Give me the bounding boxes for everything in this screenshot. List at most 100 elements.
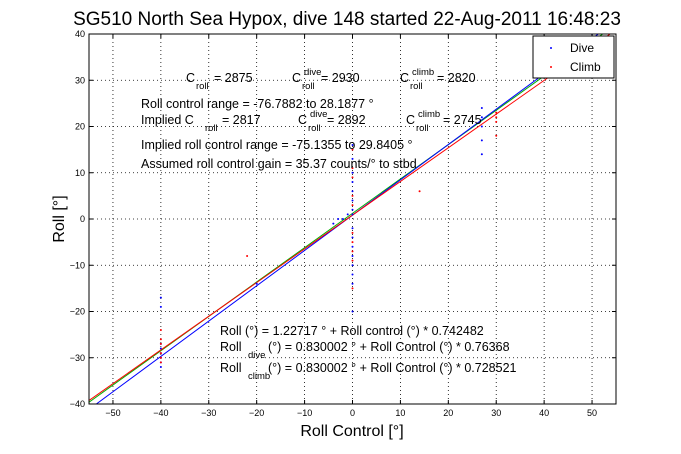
x-tick-label: −50 — [105, 408, 120, 418]
data-point-dive — [480, 139, 483, 142]
annotation-implied-c-climb-base: C — [406, 113, 415, 127]
x-tick-label: −40 — [153, 408, 168, 418]
data-point-dive — [351, 245, 354, 248]
annotation-c-climb-sub: roll — [410, 81, 423, 92]
annotation-implied-c-dive-sup: dive — [310, 109, 327, 120]
y-tick-label: −40 — [70, 399, 85, 409]
data-point-climb — [351, 250, 354, 253]
data-point-dive — [480, 116, 483, 119]
x-tick-label: 10 — [395, 408, 405, 418]
annotation-c-dive-sub: roll — [302, 81, 315, 92]
data-point-climb — [159, 338, 162, 341]
annotation-implied-c-climb-sup: climb — [418, 109, 440, 120]
annotation-c-roll-value: = 2875 — [214, 71, 253, 85]
data-point-dive — [351, 273, 354, 276]
y-tick-label: −20 — [70, 307, 85, 317]
annotation-c-dive-value: = 2930 — [321, 71, 360, 85]
annotation-implied-c-roll-base: Implied C — [141, 113, 194, 127]
data-point-climb — [159, 342, 162, 345]
data-point-dive — [255, 282, 258, 285]
data-point-climb — [159, 361, 162, 364]
data-point-dive — [159, 366, 162, 368]
data-point-dive — [480, 107, 483, 109]
data-point-dive — [351, 171, 354, 174]
data-point-dive — [351, 310, 354, 313]
annotation-fit-climb-base: Roll — [220, 361, 242, 375]
x-tick-label: 20 — [443, 408, 453, 418]
data-point-dive — [351, 255, 354, 257]
data-point-climb — [351, 194, 354, 197]
legend-label-climb: Climb — [570, 60, 601, 74]
y-tick-label: 0 — [80, 214, 85, 224]
annotation-c-climb-value: = 2820 — [437, 71, 476, 85]
data-point-dive — [159, 347, 162, 350]
data-point-climb — [495, 120, 498, 123]
annotation-c-climb-base: C — [400, 71, 409, 85]
data-point-climb — [495, 111, 498, 114]
data-point-dive — [346, 213, 349, 216]
annotation-fit-dive-rest: (°) = 0.830002 ° + Roll Control (°) * 0.… — [268, 340, 510, 354]
annotation-c-climb-sup: climb — [412, 67, 434, 78]
x-tick-label: 0 — [350, 408, 355, 418]
data-point-climb — [159, 352, 162, 355]
data-point-climb — [159, 329, 162, 331]
y-tick-label: −30 — [70, 353, 85, 363]
annotation-c-roll-sub: roll — [196, 81, 209, 92]
data-point-climb — [495, 116, 498, 119]
data-point-dive — [351, 157, 354, 160]
x-tick-label: −30 — [201, 408, 216, 418]
data-point-climb — [351, 176, 354, 179]
chart-title: SG510 North Sea Hypox, dive 148 started … — [73, 9, 621, 30]
y-axis-label: Roll [°] — [51, 195, 68, 242]
x-tick-labels: −50 −40 −30 −20 −10 0 10 20 30 40 50 — [105, 408, 597, 418]
data-point-climb — [351, 204, 354, 207]
tick-marks — [89, 33, 616, 405]
annotation-implied-range: Implied roll control range = -75.1355 to… — [141, 138, 413, 152]
data-point-climb — [495, 134, 498, 137]
data-point-dive — [351, 236, 354, 239]
annotation-fit-climb-sub: climb — [248, 371, 270, 382]
y-tick-label: 20 — [75, 122, 85, 132]
plot-area — [88, 33, 617, 405]
data-point-dive — [337, 218, 340, 220]
annotation-fit-dive-base: Roll — [220, 340, 242, 354]
data-point-climb — [351, 167, 354, 170]
annotation-fit-dive-sub: dive — [248, 350, 265, 361]
x-tick-label: 30 — [491, 408, 501, 418]
annotation-fit-roll: Roll (°) = 1.22717 ° + Roll control (°) … — [220, 324, 484, 338]
data-point-dive — [351, 227, 354, 230]
data-point-climb — [418, 190, 421, 193]
annotation-c-dive-base: C — [292, 71, 301, 85]
annotation-implied-c-dive-value: = 2892 — [327, 113, 366, 127]
annotation-c-dive-sup: dive — [304, 67, 321, 78]
data-point-dive — [332, 222, 335, 225]
axes-frame — [88, 33, 617, 405]
annotation-roll-control-range: Roll control range = -76.7882 to 28.1877… — [141, 97, 374, 111]
annotation-implied-c-climb-value: = 2745 — [443, 113, 482, 127]
data-point-dive — [351, 190, 354, 193]
data-point-dive — [159, 296, 162, 299]
data-point-dive — [351, 264, 354, 267]
data-point-dive — [480, 125, 483, 128]
y-tick-label: −10 — [70, 260, 85, 270]
data-point-dive — [341, 218, 344, 220]
data-point-dive — [480, 153, 483, 156]
data-point-dive — [351, 208, 354, 211]
annotation-implied-c-dive-base: C — [298, 113, 307, 127]
x-tick-label: 50 — [587, 408, 597, 418]
annotation-gain: Assumed roll control gain = 35.37 counts… — [141, 157, 417, 171]
grid — [89, 33, 616, 405]
data-point-climb — [351, 259, 354, 262]
data-point-dive — [351, 199, 354, 202]
legend-label-dive: Dive — [570, 41, 594, 55]
annotation-implied-c-roll-sub: roll — [205, 123, 218, 134]
legend-marker-dive — [550, 47, 552, 49]
x-tick-label: −10 — [297, 408, 312, 418]
annotation-implied-c-roll-value: = 2817 — [222, 113, 261, 127]
data-point-climb — [159, 356, 162, 359]
y-tick-labels: −40 −30 −20 −10 0 10 20 30 40 — [70, 29, 85, 409]
data-point-dive — [159, 305, 162, 308]
data-point-dive — [351, 213, 354, 216]
data-point-dive — [351, 144, 354, 146]
